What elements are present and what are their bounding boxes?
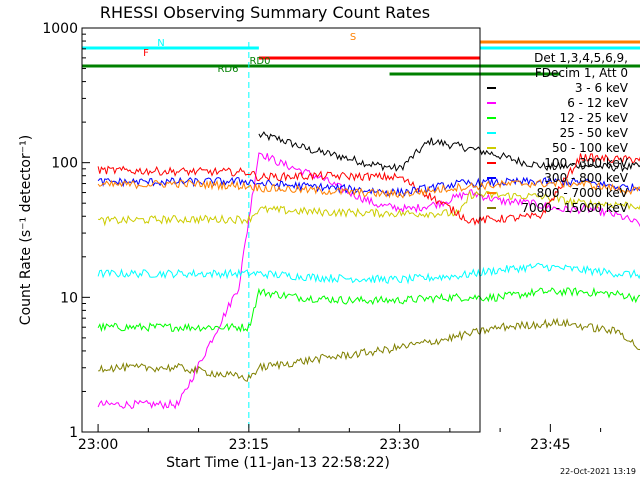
timestamp: 22-Oct-2021 13:19	[560, 467, 636, 476]
state-bars: NF S RD0 RD6	[82, 32, 640, 76]
state-bar-label: RD0	[249, 56, 270, 67]
series-line	[97, 178, 640, 199]
series-line	[97, 286, 640, 333]
legend: Det 1,3,4,5,6,9, FDecim 1, Att 0 3 - 6 k…	[487, 51, 629, 215]
legend-entry: 300 - 800 keV	[544, 171, 628, 185]
chart-title: RHESSI Observing Summary Count Rates	[100, 3, 430, 22]
series-line	[98, 190, 640, 227]
legend-entry: 3 - 6 keV	[575, 81, 629, 95]
x-tick-label: 23:30	[379, 437, 419, 453]
y-tick-label: 100	[51, 156, 78, 172]
legend-entry: 100 - 300 keV	[544, 156, 628, 170]
state-bar-label: RD6	[217, 64, 238, 75]
legend-entry: 7000 - 15000 keV	[521, 201, 628, 215]
legend-entry: 6 - 12 keV	[567, 96, 629, 110]
legend-header-line-2: FDecim 1, Att 0	[535, 66, 628, 80]
y-tick-label: 1000	[42, 21, 78, 37]
legend-header-line-1: Det 1,3,4,5,6,9,	[534, 51, 628, 65]
y-tick-label: 10	[60, 290, 78, 306]
plot-frame	[81, 27, 481, 433]
state-bar-label: N	[157, 38, 164, 49]
series-line	[97, 262, 640, 285]
series-line	[98, 317, 640, 382]
vertical-marker-lines	[248, 42, 250, 432]
legend-entry: 25 - 50 keV	[560, 126, 629, 140]
x-tick-label: 23:00	[78, 437, 118, 453]
y-axis-label: Count Rate (s⁻¹ detector⁻¹)	[18, 135, 34, 325]
series-line	[97, 153, 640, 226]
series-group	[97, 131, 640, 410]
x-tick-label: 23:15	[229, 437, 269, 453]
state-bar-label: S	[350, 32, 356, 43]
series-line	[258, 131, 640, 173]
y-axis-ticks: 1 10 100 1000	[42, 21, 90, 441]
legend-entry: 12 - 25 keV	[560, 111, 629, 125]
legend-entry: 800 - 7000 keV	[537, 186, 629, 200]
legend-entry: 50 - 100 keV	[552, 141, 629, 155]
state-bar-label: F	[143, 48, 149, 59]
x-tick-label: 23:45	[530, 437, 570, 453]
x-axis-label: Start Time (11-Jan-13 22:58:22)	[166, 455, 390, 471]
y-tick-label: 1	[69, 425, 78, 441]
